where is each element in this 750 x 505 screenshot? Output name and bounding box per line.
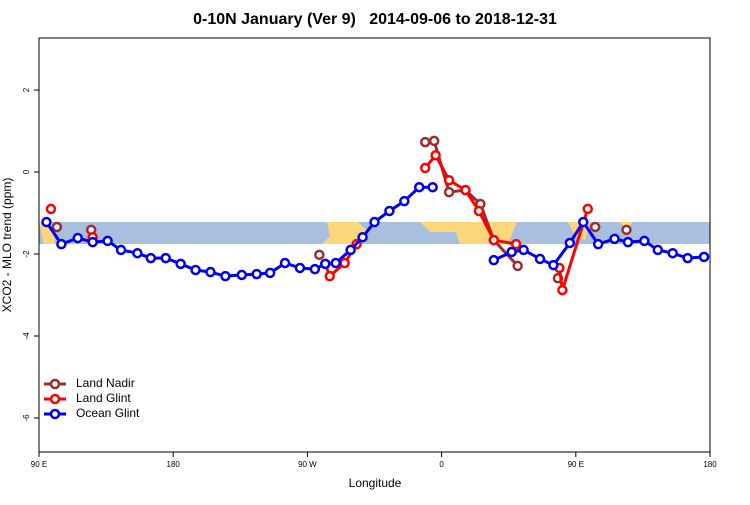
point <box>592 238 604 250</box>
point <box>512 260 523 272</box>
point <box>564 237 576 249</box>
y-tick-label: -2 <box>22 250 31 258</box>
point <box>589 221 601 233</box>
legend-label: Land Glint <box>76 391 131 405</box>
point <box>56 238 67 250</box>
point <box>427 181 438 193</box>
point <box>443 174 455 186</box>
point <box>518 244 529 256</box>
point <box>419 136 431 148</box>
point <box>190 264 201 276</box>
point <box>667 247 678 259</box>
point <box>488 254 500 266</box>
legend-marker <box>49 378 61 390</box>
point <box>236 269 248 281</box>
plot-frame <box>38 37 711 453</box>
x-tick-label: 90 E <box>568 460 584 469</box>
point <box>384 205 395 217</box>
point <box>399 195 410 207</box>
point <box>309 263 321 275</box>
point <box>488 234 500 246</box>
point <box>698 251 710 263</box>
point <box>279 257 291 269</box>
x-tick-label: 90 E <box>31 460 47 469</box>
point <box>460 184 471 196</box>
point <box>145 252 157 264</box>
point <box>413 181 425 193</box>
point <box>369 216 380 228</box>
x-tick-label: 90 W <box>298 460 317 469</box>
point <box>557 284 568 296</box>
point <box>609 233 620 245</box>
point <box>314 249 325 261</box>
y-axis-label: XCO2 - MLO trend (ppm) <box>0 178 14 313</box>
point <box>443 186 455 198</box>
point <box>534 253 546 265</box>
ocean-band <box>39 222 710 244</box>
x-axis-label: Longitude <box>349 476 402 490</box>
point <box>357 231 368 243</box>
point <box>428 135 440 147</box>
point <box>45 203 57 215</box>
point <box>251 268 262 280</box>
legend-label: Land Nadir <box>76 376 135 390</box>
point <box>652 244 664 256</box>
legend-marker <box>49 408 61 420</box>
point <box>132 247 143 259</box>
point <box>339 257 350 269</box>
x-tick-label: 0 <box>439 460 444 469</box>
point <box>682 252 693 264</box>
point <box>578 216 589 228</box>
point <box>294 262 306 274</box>
point <box>72 232 84 244</box>
point <box>175 258 186 270</box>
point <box>548 259 559 271</box>
point <box>264 267 276 279</box>
point <box>473 205 485 217</box>
y-tick-label: -6 <box>22 414 31 422</box>
point <box>345 244 356 256</box>
point <box>205 266 216 278</box>
point <box>160 252 171 264</box>
point <box>102 235 113 247</box>
land-shape <box>322 222 368 244</box>
point <box>115 244 127 256</box>
point <box>430 149 441 161</box>
point <box>330 257 341 269</box>
x-tick-label: 180 <box>703 460 717 469</box>
point <box>220 270 231 282</box>
point <box>506 246 517 258</box>
point <box>510 238 522 250</box>
legend-marker <box>49 393 61 405</box>
chart-title: 0-10N January (Ver 9) 2014-09-06 to 2018… <box>193 11 557 28</box>
point <box>621 224 632 236</box>
y-tick-label: 2 <box>22 87 31 92</box>
point <box>419 162 431 174</box>
point <box>622 236 634 248</box>
point <box>87 236 98 248</box>
point <box>41 216 52 228</box>
x-tick-label: 180 <box>167 460 181 469</box>
point <box>51 221 63 233</box>
legend-label: Ocean Glint <box>76 406 140 420</box>
y-tick-label: 0 <box>22 169 31 174</box>
y-tick-label: -4 <box>22 332 31 340</box>
point <box>320 258 331 270</box>
point <box>324 270 336 282</box>
point <box>582 203 593 215</box>
point <box>639 235 650 247</box>
